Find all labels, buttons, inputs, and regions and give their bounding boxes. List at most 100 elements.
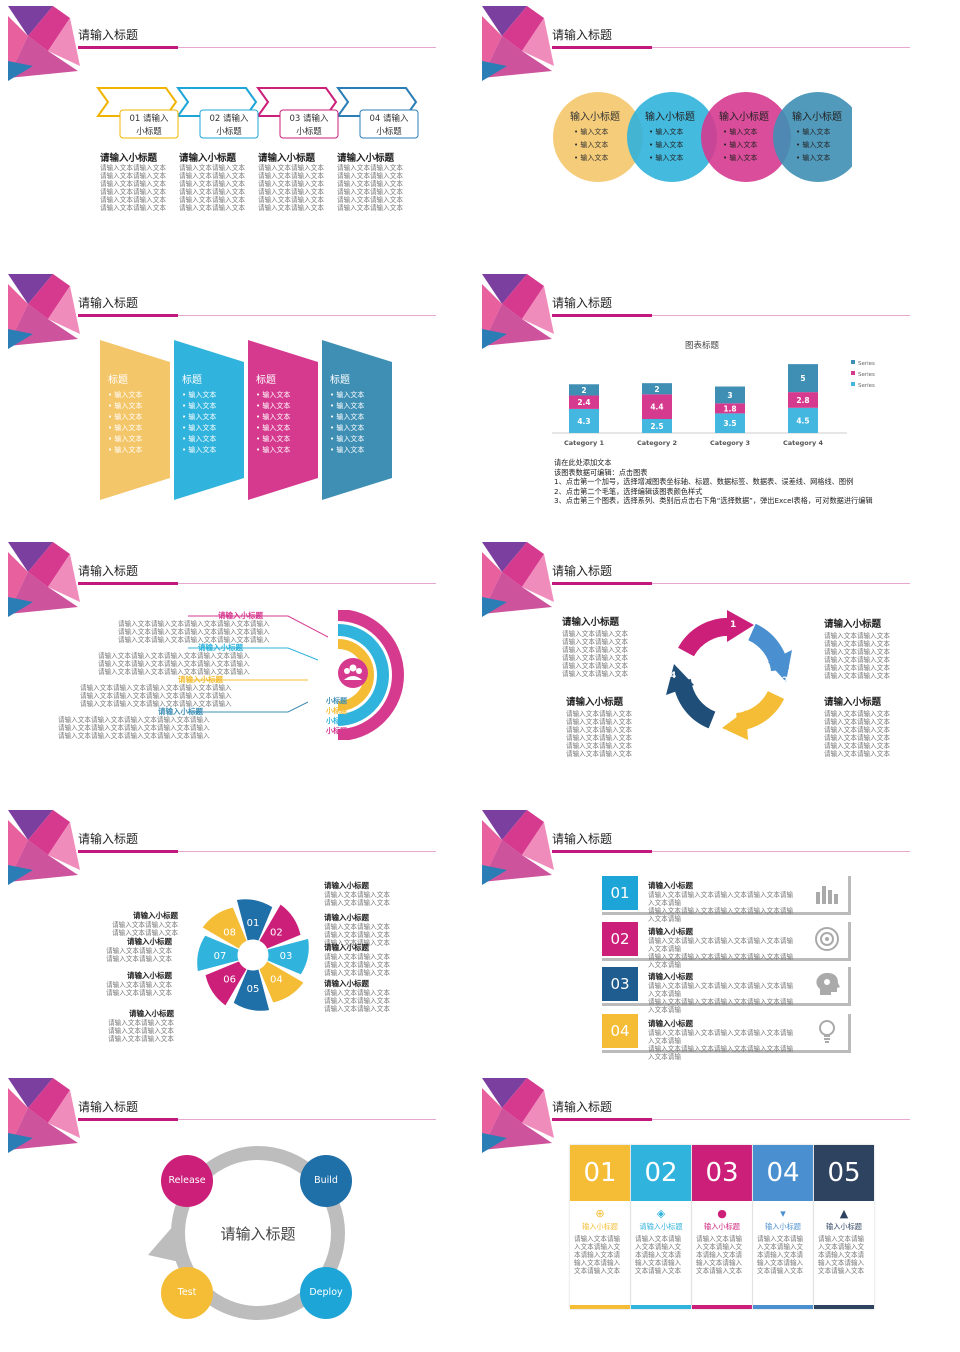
logo-graphic bbox=[8, 6, 80, 81]
logo-graphic bbox=[482, 1078, 554, 1153]
devops-cycle bbox=[148, 1146, 352, 1320]
circle-text-4: 输入小标题 • 输入文本 • 输入文本 • 输入文本 bbox=[792, 112, 842, 162]
pinwheel-number: 06 bbox=[223, 974, 236, 985]
bar bbox=[788, 392, 818, 408]
category-label: Category 1 bbox=[564, 439, 604, 447]
arc-body-4: 请输入文本请输入文本请输入文本请输入文本请输入 请输入文本请输入文本请输入文本请输… bbox=[58, 716, 210, 740]
slide-title: 请输入标题 bbox=[78, 296, 139, 310]
bar bbox=[642, 394, 672, 419]
data-label: 4.5 bbox=[796, 416, 809, 425]
slide-title: 请输入标题 bbox=[552, 1100, 613, 1114]
slide-10[interactable]: 请输入标题 01 ⊕ 输入小标题 请输入文本请输入文本请输入文本请输入文本请输入文本请… bbox=[482, 1078, 927, 1328]
data-label: 1.8 bbox=[723, 404, 736, 413]
node-release: Release bbox=[168, 1175, 206, 1186]
head-gear-icon bbox=[816, 972, 840, 995]
chart-title: 图表标题 bbox=[685, 340, 720, 351]
legend-swatch bbox=[851, 360, 855, 364]
logo-graphic bbox=[8, 810, 80, 885]
column-card-5: 05 ▲ 输入小标题 请输入文本请输入文本请输入文本请输入文本请输入文本请输入文本请输… bbox=[814, 1145, 874, 1309]
list-number-1: 01 bbox=[602, 876, 638, 910]
bar bbox=[642, 383, 672, 395]
pinwheel-number: 04 bbox=[270, 974, 283, 985]
text-column-2: 请输入小标题 请输入文本请输入文本 请输入文本请输入文本 请输入文本请输入文本 请输入文… bbox=[179, 153, 245, 212]
logo-graphic bbox=[8, 1078, 80, 1153]
panel-text-3: 标题 • 输入文本 • 输入文本 • 输入文本 • 输入文本 • 输入文本 • 输入文本 bbox=[256, 375, 291, 454]
legend-label: Series 2 bbox=[858, 372, 877, 378]
arrow-steps bbox=[96, 87, 419, 139]
list-row-4 bbox=[602, 1014, 851, 1053]
data-label: 3.5 bbox=[723, 419, 736, 428]
node-test: Test bbox=[177, 1287, 197, 1298]
bar bbox=[569, 395, 599, 409]
arc-subtitle-4: 请输入小标题 bbox=[158, 707, 203, 716]
data-label: 5 bbox=[800, 374, 805, 383]
chat-icon: ● bbox=[717, 1207, 727, 1220]
circle-text-2: 输入小标题 • 输入文本 • 输入文本 • 输入文本 bbox=[645, 112, 695, 162]
title-underline bbox=[78, 850, 436, 853]
pinwheel-hub bbox=[238, 940, 268, 970]
bar bbox=[715, 386, 745, 404]
trapezoid-panels bbox=[100, 340, 392, 500]
title-underline bbox=[552, 314, 910, 317]
bar bbox=[569, 408, 599, 433]
cycle-arrows: 1 2 3 4 bbox=[666, 610, 792, 740]
title-underline bbox=[78, 582, 436, 585]
pinwheel-number: 03 bbox=[280, 951, 293, 962]
slide-7[interactable]: 请输入标题 01 02 03 04 05 06 07 08 请输入小标题 请输入文本请输入文本请… bbox=[8, 810, 453, 1060]
step-label-4: 04 请输入 小标题 bbox=[369, 114, 409, 137]
bar-chart-icon bbox=[816, 886, 838, 904]
slide-8[interactable]: 请输入标题 01 请输入小标题 请输入文本请输入文本请输入文本请输入文本请输入文本… bbox=[482, 810, 927, 1060]
data-label: 2.8 bbox=[796, 396, 809, 405]
data-label: 2.5 bbox=[650, 422, 663, 431]
logo-graphic bbox=[8, 542, 80, 617]
svg-text:3: 3 bbox=[722, 729, 728, 739]
slide-1[interactable]: 请输入标题 01 请输入 小标题 02 请输入 小标题 03 请输入 小标题 04 请… bbox=[8, 6, 453, 256]
bar bbox=[788, 407, 818, 433]
arc-subtitle-1: 请输入小标题 bbox=[218, 611, 263, 620]
panel-text-2: 标题 • 输入文本 • 输入文本 • 输入文本 • 输入文本 • 输入文本 • 输入文本 bbox=[182, 375, 217, 454]
slide-2[interactable]: 请输入标题 输入小标题 • 输入文本 • 输入文本 • 输入文本 输入小标题 • 输入文… bbox=[482, 6, 927, 256]
concentric-arc-graphic bbox=[337, 610, 404, 740]
pinwheel-number: 02 bbox=[270, 928, 283, 939]
bar bbox=[715, 413, 745, 433]
list-text-2: 请输入小标题 请输入文本请输入文本请输入文本请输入文本请输入文本请输 请输入文本请输… bbox=[648, 927, 794, 969]
slide-title: 请输入标题 bbox=[552, 564, 613, 578]
list-text-3: 请输入小标题 请输入文本请输入文本请输入文本请输入文本请输入文本请输 请输入文本请输… bbox=[648, 972, 794, 1014]
list-row-1 bbox=[602, 876, 851, 915]
data-label: 4.4 bbox=[650, 403, 663, 412]
list-row-2 bbox=[602, 922, 851, 961]
pin-text-l3: 请输入小标题 请输入文本请输入文本 请输入文本请输入文本 bbox=[106, 971, 172, 997]
list-text-1: 请输入小标题 请输入文本请输入文本请输入文本请输入文本请输入文本请输 请输入文本请输… bbox=[648, 881, 794, 923]
pinwheel-number: 01 bbox=[247, 918, 260, 929]
pinwheel-diagram: 01 02 03 04 05 06 07 08 bbox=[196, 898, 310, 1012]
slide-3[interactable]: 请输入标题 标题 • 输入文本 • 输入文本 • 输入文本 • 输入文本 • 输入文本 • … bbox=[8, 274, 453, 524]
pin-text-l4: 请输入小标题 请输入文本请输入文本 请输入文本请输入文本 请输入文本请输入文本 bbox=[108, 1009, 174, 1043]
text-column-3: 请输入小标题 请输入文本请输入文本 请输入文本请输入文本 请输入文本请输入文本 请输入文… bbox=[258, 153, 324, 212]
slide-title: 请输入标题 bbox=[78, 1100, 139, 1114]
slide-6[interactable]: 请输入标题 1 2 3 4 请输入小标题 请输入文本请输入文本 请输入文本请输入文本… bbox=[482, 542, 927, 792]
pinwheel-number: 08 bbox=[223, 928, 236, 939]
category-label: Category 3 bbox=[710, 439, 750, 447]
target-icon bbox=[815, 927, 839, 951]
logo-graphic bbox=[482, 274, 554, 349]
data-label: 2.4 bbox=[577, 398, 590, 407]
logo-graphic bbox=[8, 274, 80, 349]
logo-graphic bbox=[482, 810, 554, 885]
slide-5[interactable]: 请输入标题 请输入小标题 请输入文本请输入文本请输入文本请输入文本请输入 请输入文… bbox=[8, 542, 453, 792]
title-underline bbox=[552, 582, 910, 585]
pin-text-r2: 请输入小标题 请输入文本请输入文本 请输入文本请输入文本 请输入文本请输入文本 bbox=[324, 913, 390, 947]
title-underline bbox=[552, 1118, 910, 1121]
legend-label: Series 1 bbox=[858, 383, 877, 389]
arc-body-1: 请输入文本请输入文本请输入文本请输入文本请输入 请输入文本请输入文本请输入文本请输… bbox=[118, 620, 270, 644]
data-label: 4.3 bbox=[577, 417, 590, 426]
column-card-1: 01 ⊕ 输入小标题 请输入文本请输入文本请输入文本请输入文本请输入文本请输入文本请输… bbox=[570, 1145, 630, 1309]
arc-small-labels: 小标题 小标题 小标题 小标题 bbox=[326, 697, 347, 735]
slide-4[interactable]: 请输入标题 图表标题 4.3 2.4 2 Category 1 2.5 4.4 2 Catego… bbox=[482, 274, 927, 524]
slide-9[interactable]: 请输入标题 Release Build Deploy Test 请输入标题 bbox=[8, 1078, 453, 1328]
svg-text:4: 4 bbox=[670, 671, 676, 681]
category-label: Category 2 bbox=[637, 439, 677, 447]
svg-text:2: 2 bbox=[782, 676, 788, 686]
pin-text-l1: 请输入小标题 请输入文本请输入文本 请输入文本请输入文本 bbox=[112, 911, 178, 937]
slide-title: 请输入标题 bbox=[78, 564, 139, 578]
cart-icon: ▾ bbox=[780, 1207, 786, 1220]
